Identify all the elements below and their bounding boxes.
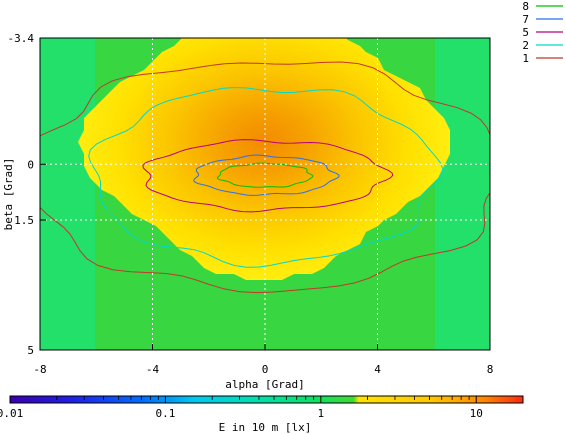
x-tick-label: 8	[487, 363, 494, 376]
legend-label-5: 5	[522, 26, 529, 39]
legend-label-7: 7	[522, 13, 529, 26]
contour-7	[193, 154, 340, 196]
colorbar-tick-label: 10	[470, 407, 483, 420]
y-tick-label: 5	[27, 344, 34, 357]
grid	[40, 38, 490, 350]
colorbar-tick-label: 1	[317, 407, 324, 420]
x-axis-label: alpha [Grad]	[225, 378, 304, 391]
x-tick-label: -8	[33, 363, 46, 376]
colorbar-label: E in 10 m [lx]	[219, 421, 312, 434]
contour-2	[88, 86, 444, 268]
colorbar-ticks: 0.01 0.1 1 10	[0, 396, 524, 420]
y-tick-label: 0	[27, 158, 34, 171]
legend-label-1: 1	[522, 52, 529, 65]
contour-lines	[40, 61, 490, 294]
contour-8	[216, 162, 314, 188]
x-axis: -8 -4 0 4 8	[33, 344, 493, 376]
colorbar-tick-label: 0.01	[0, 407, 23, 420]
y-axis: -3.4 0 1.5 5	[8, 32, 46, 357]
x-tick-label: -4	[146, 363, 160, 376]
y-tick-label: -3.4	[8, 32, 35, 45]
colorbar-gradient	[9, 395, 524, 404]
colorbar-tick-label: 0.1	[155, 407, 175, 420]
contour-1	[40, 61, 490, 294]
legend-label-8: 8	[522, 0, 529, 13]
x-tick-label: 4	[374, 363, 381, 376]
colorbar: 0.01 0.1 1 10 E in 10 m [lx]	[0, 395, 524, 434]
y-axis-label: beta [Grad]	[2, 158, 15, 231]
x-tick-label: 0	[262, 363, 269, 376]
contour-5	[142, 139, 394, 213]
y-tick-label: 1.5	[14, 214, 34, 227]
legend-label-2: 2	[522, 39, 529, 52]
